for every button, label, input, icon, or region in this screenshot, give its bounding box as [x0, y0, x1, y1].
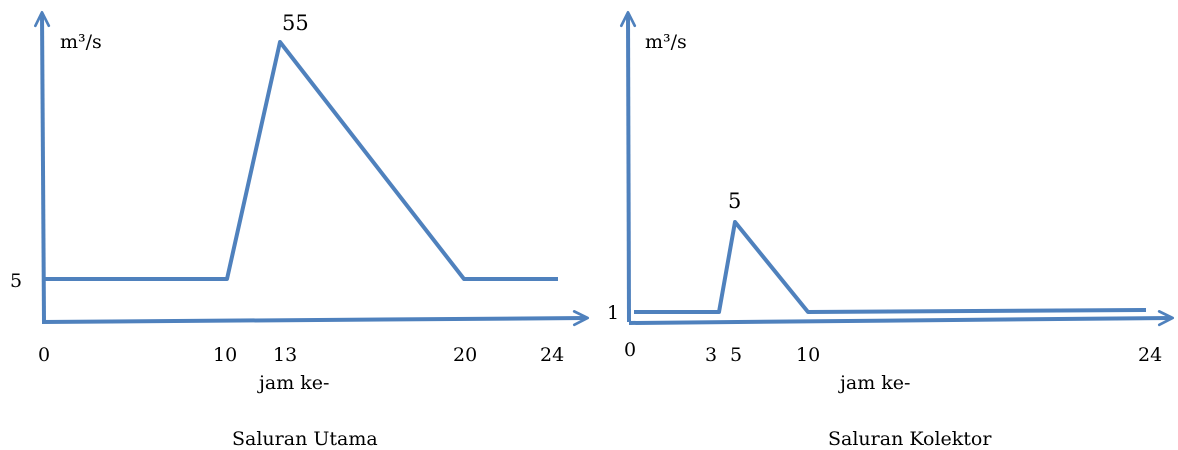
y-axis-unit-label: m³/s — [60, 31, 102, 53]
peak-value-label: 55 — [282, 11, 309, 35]
x-tick-label-4: 24 — [1138, 344, 1162, 366]
chart-title: Saluran Utama — [232, 428, 378, 450]
x-tick-label-1: 10 — [213, 344, 237, 366]
x-tick-label-0: 0 — [624, 339, 636, 361]
x-tick-label-2: 5 — [730, 344, 742, 366]
y-axis — [619, 10, 637, 323]
y-axis — [34, 10, 51, 323]
x-tick-label-4: 24 — [540, 344, 564, 366]
chart-saluran-kolektor: m³/s 5 1 0 3 5 10 24 jam ke- Saluran Kol… — [607, 10, 1175, 450]
peak-value-label: 5 — [728, 189, 741, 213]
y-tick-label: 5 — [10, 270, 22, 292]
x-tick-label-1: 3 — [705, 344, 717, 366]
x-axis-label: jam ke- — [257, 372, 329, 394]
x-axis-label: jam ke- — [838, 372, 910, 394]
chart-saluran-utama: m³/s 55 5 0 10 13 20 24 jam ke- Saluran … — [10, 10, 590, 450]
discharge-series-line — [634, 220, 1147, 314]
x-axis — [41, 310, 590, 327]
x-tick-label-2: 13 — [273, 344, 297, 366]
y-tick-label: 1 — [607, 302, 619, 324]
x-tick-label-3: 10 — [796, 344, 820, 366]
chart-title: Saluran Kolektor — [828, 428, 992, 450]
x-tick-label-3: 20 — [453, 344, 477, 366]
y-axis-unit-label: m³/s — [645, 31, 687, 53]
x-axis — [628, 310, 1175, 327]
discharge-series-line — [44, 40, 558, 281]
x-tick-label-0: 0 — [38, 344, 50, 366]
